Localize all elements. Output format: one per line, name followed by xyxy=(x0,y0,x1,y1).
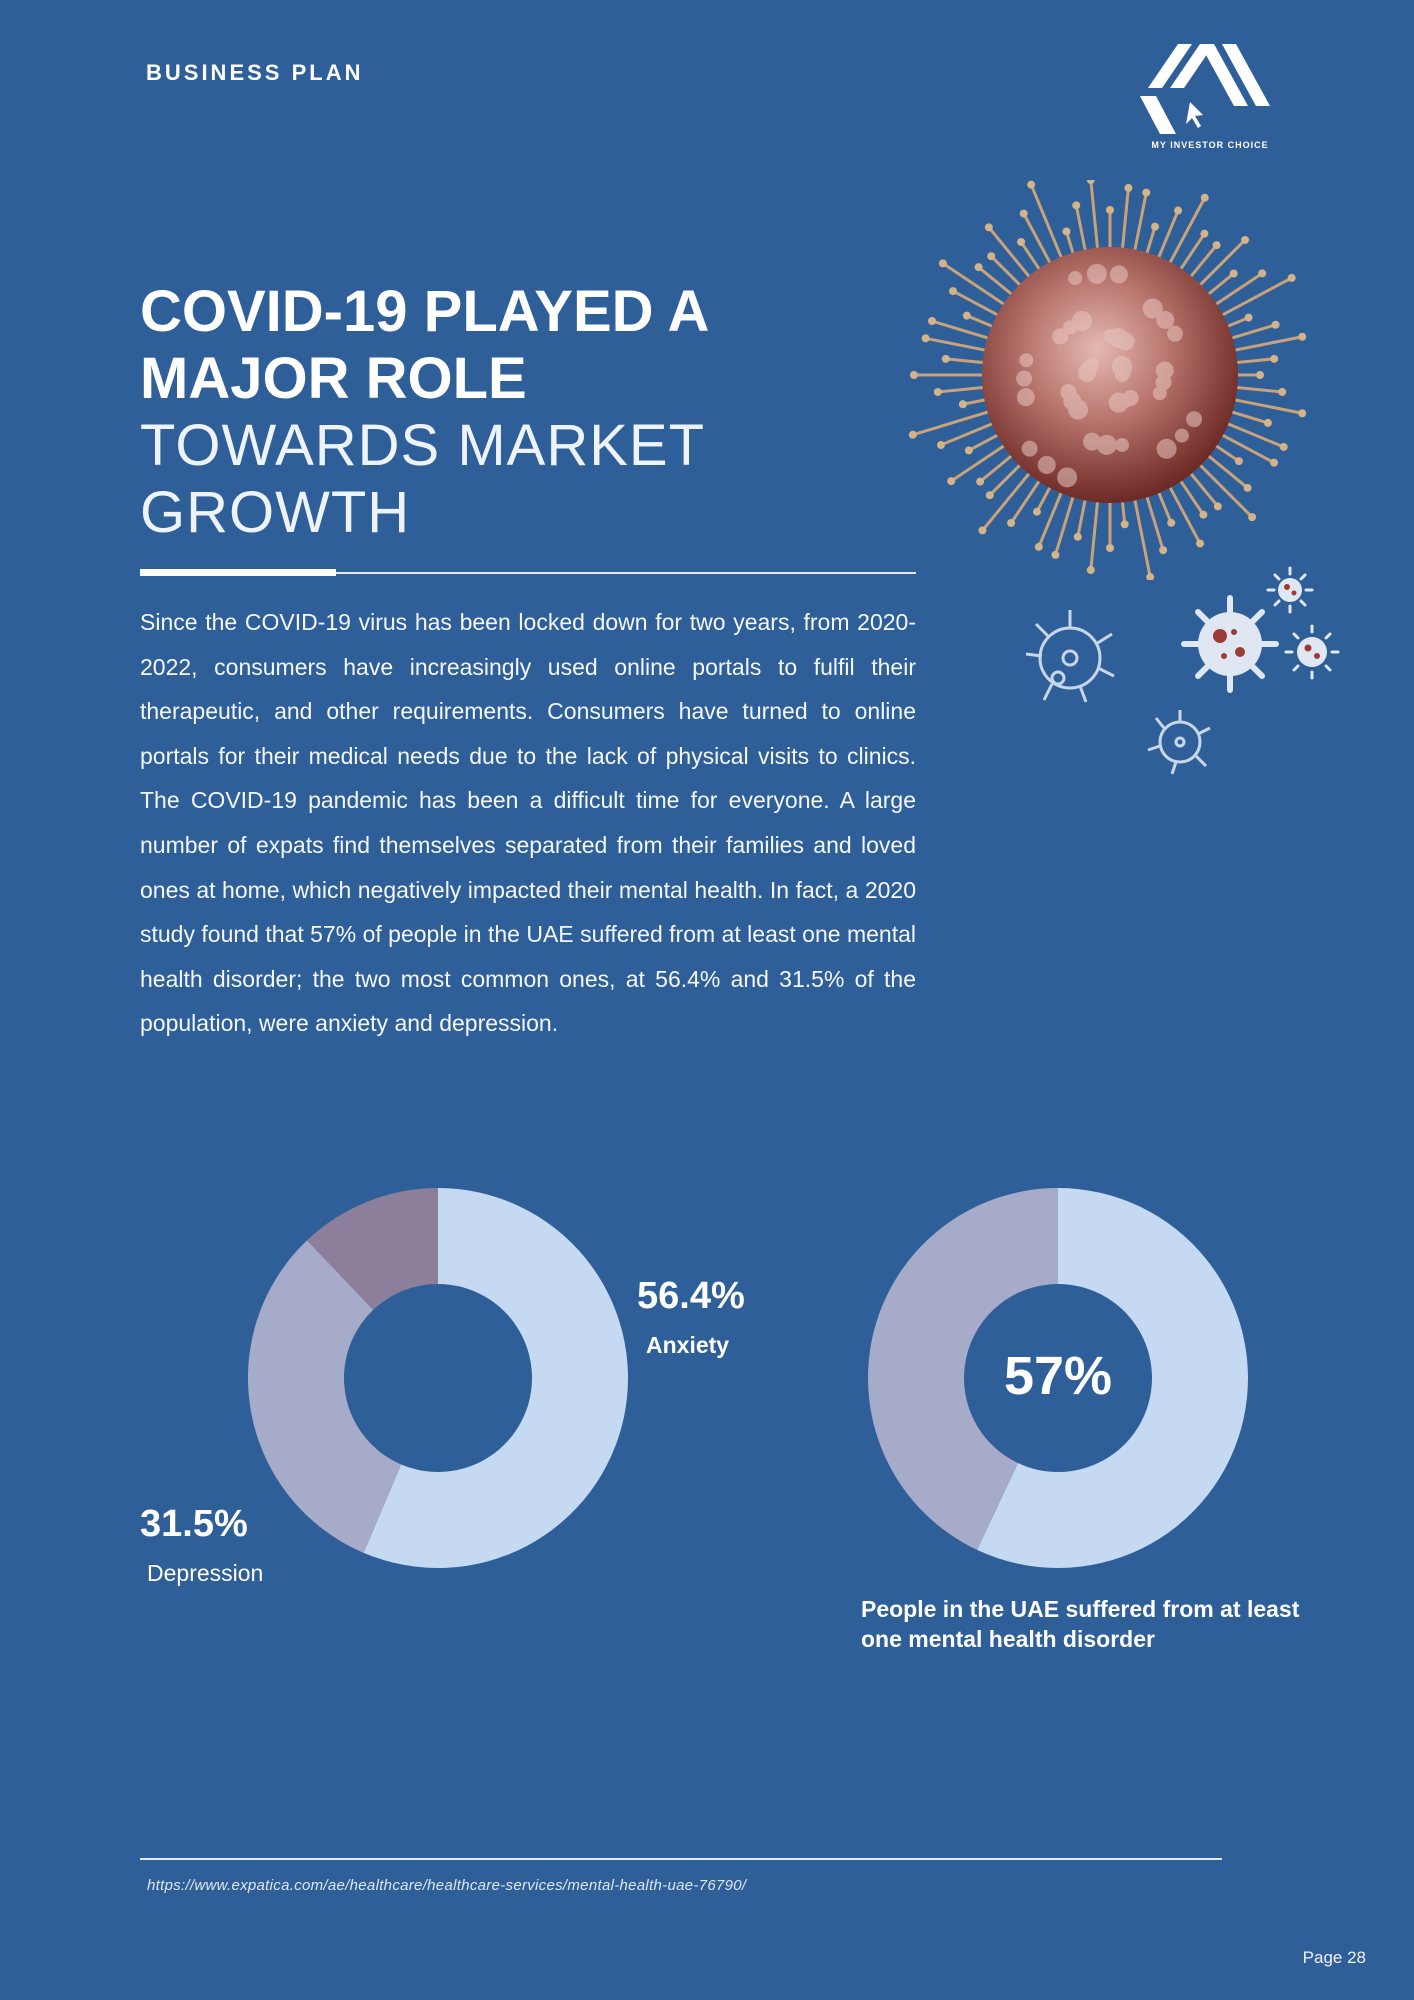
page-title: COVID-19 PLAYED A MAJOR ROLE TOWARDS MAR… xyxy=(140,278,780,546)
section-label: BUSINESS PLAN xyxy=(146,60,364,85)
title-divider xyxy=(140,572,916,574)
donut-1-slice-2 xyxy=(247,1240,402,1553)
company-logo: MY INVESTOR CHOICE xyxy=(1130,36,1290,156)
donut-charts xyxy=(247,1188,1248,1568)
title-line-1: COVID-19 PLAYED A xyxy=(140,279,710,344)
title-line-2: MAJOR ROLE xyxy=(140,346,527,411)
footer-divider xyxy=(140,1858,1222,1860)
donut-2-slice-1 xyxy=(977,1188,1248,1568)
source-link[interactable]: https://www.expatica.com/ae/healthcare/h… xyxy=(147,1877,747,1894)
title-divider-accent xyxy=(140,569,336,576)
donut-1-slice-1 xyxy=(363,1188,629,1568)
donut-center-percentage: 57% xyxy=(1003,1346,1113,1406)
depression-percentage: 31.5% xyxy=(140,1503,248,1545)
donut-caption: People in the UAE suffered from at least… xyxy=(861,1596,1300,1652)
coronavirus-illustration xyxy=(905,175,1315,582)
title-line-4: GROWTH xyxy=(140,480,411,545)
title-line-3: TOWARDS MARKET xyxy=(140,413,706,478)
body-paragraph: Since the COVID-19 virus has been locked… xyxy=(140,609,916,1037)
logo-text: MY INVESTOR CHOICE xyxy=(1151,140,1269,150)
donut-1-slice-3 xyxy=(307,1188,438,1310)
anxiety-label: Anxiety xyxy=(646,1332,730,1358)
anxiety-percentage: 56.4% xyxy=(637,1275,745,1317)
depression-label: Depression xyxy=(147,1560,264,1586)
virus-icons xyxy=(990,560,1350,790)
page-number: Page 28 xyxy=(1302,1948,1366,1967)
donut-2-slice-2 xyxy=(868,1188,1058,1550)
